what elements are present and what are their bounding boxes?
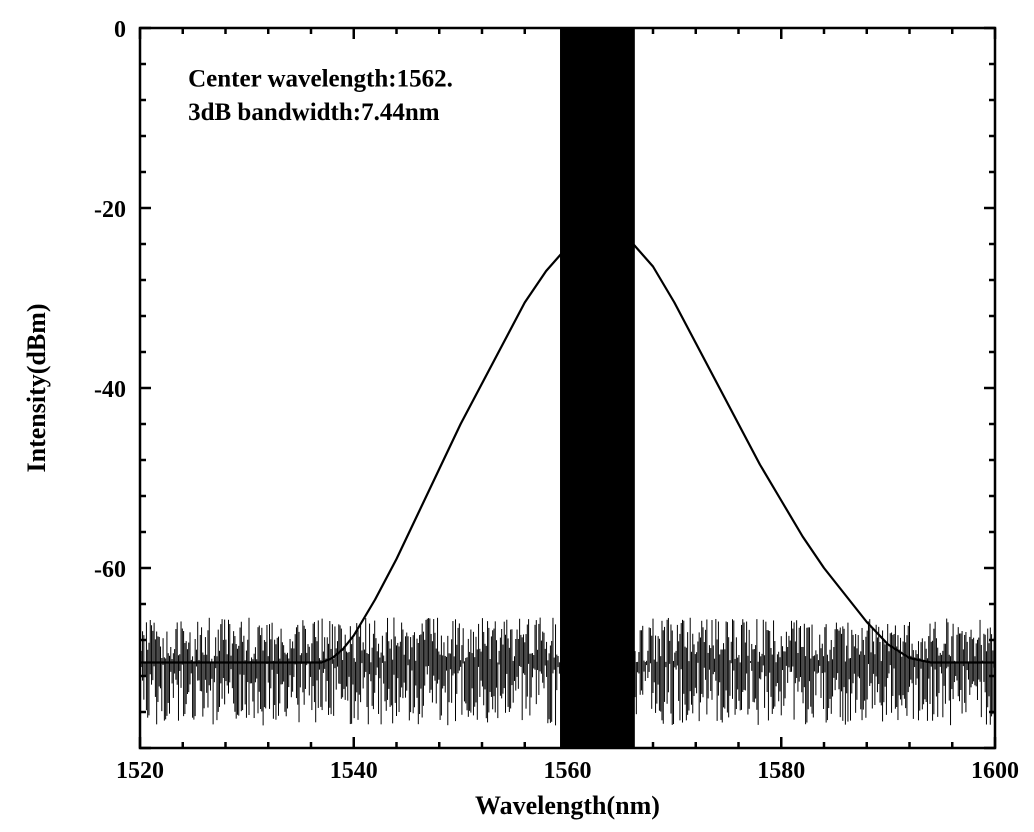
x-axis-label: Wavelength(nm) (475, 791, 660, 820)
y-tick-label: -40 (94, 377, 126, 403)
x-tick-label: 1520 (116, 758, 164, 784)
inset-annotation: Center wavelength:1562. (188, 66, 453, 93)
x-tick-label: 1600 (971, 758, 1019, 784)
y-axis-label: Intensity(dBm) (22, 303, 51, 472)
x-tick-label: 1580 (757, 758, 805, 784)
x-tick-label: 1540 (330, 758, 378, 784)
x-tick-label: 1560 (544, 758, 592, 784)
inset-annotation: 3dB bandwidth:7.44nm (188, 99, 440, 126)
y-tick-label: -20 (94, 197, 126, 223)
spectrum-chart: 1520 1540 1560 1580 1600 0 -20 -40 -60 Wavelength… (0, 0, 1034, 832)
y-tick-label: 0 (114, 17, 126, 43)
y-tick-label: -60 (94, 557, 126, 583)
